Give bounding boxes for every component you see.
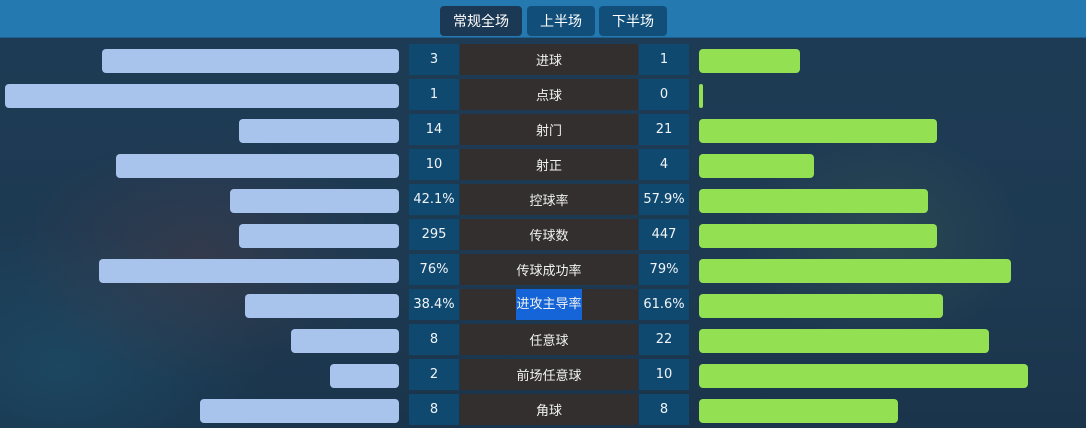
home-stat-bar [230,189,399,213]
home-stat-value: 1 [409,79,459,110]
away-stat-value: 61.6% [639,289,689,320]
away-stat-bar [699,84,703,108]
stat-label-cell: 传球成功率 [460,254,638,285]
stat-label: 射门 [535,124,562,139]
stat-row: 295 传球数 447 [0,219,1086,250]
away-stat-value: 4 [639,149,689,180]
home-stat-bar [330,364,399,388]
stat-label-cell: 射正 [460,149,638,180]
away-stat-value: 10 [639,359,689,390]
home-stat-value: 8 [409,394,459,425]
stat-label: 前场任意球 [516,369,582,384]
home-stat-bar [102,49,399,73]
home-stat-bar [239,224,399,248]
stat-label-cell: 进球 [460,44,638,75]
stat-label: 点球 [535,89,562,104]
away-stat-value: 8 [639,394,689,425]
period-tab-bar: 常规全场 上半场 下半场 [0,0,1086,38]
home-stat-value: 14 [409,114,459,145]
away-stat-bar [699,189,928,213]
stat-label: 射正 [535,159,562,174]
stat-label: 控球率 [529,194,569,209]
home-stat-bar [99,259,399,283]
away-stat-bar [699,399,898,423]
stat-label: 进攻主导率 [516,289,582,320]
home-stat-bar [200,399,399,423]
home-stat-value: 42.1% [409,184,459,215]
away-stat-value: 0 [639,79,689,110]
stat-row: 42.1% 控球率 57.9% [0,184,1086,215]
away-stat-bar [699,224,937,248]
home-stat-value: 76% [409,254,459,285]
home-stat-value: 8 [409,324,459,355]
tab-second-half[interactable]: 下半场 [599,6,667,36]
stat-row: 10 射正 4 [0,149,1086,180]
home-stat-bar [5,84,399,108]
tab-full-match[interactable]: 常规全场 [440,6,522,36]
away-stat-bar [699,49,800,73]
stat-label-cell: 任意球 [460,324,638,355]
home-stat-bar [116,154,399,178]
stat-label: 传球数 [529,229,569,244]
stat-label-cell: 传球数 [460,219,638,250]
home-stat-bar [245,294,399,318]
stat-row: 8 角球 8 [0,394,1086,425]
home-stat-value: 295 [409,219,459,250]
stat-label-cell: 射门 [460,114,638,145]
stat-label-cell: 点球 [460,79,638,110]
away-stat-bar [699,364,1028,388]
away-stat-bar [699,259,1011,283]
tab-first-half[interactable]: 上半场 [527,6,595,36]
stat-row: 1 点球 0 [0,79,1086,110]
stat-label: 角球 [535,404,562,419]
away-stat-value: 79% [639,254,689,285]
home-stat-value: 3 [409,44,459,75]
stat-label: 传球成功率 [516,264,582,279]
stat-row: 38.4% 进攻主导率 61.6% [0,289,1086,320]
away-stat-bar [699,294,943,318]
stat-row: 8 任意球 22 [0,324,1086,355]
stat-label-cell: 控球率 [460,184,638,215]
stat-label: 任意球 [529,334,569,349]
home-stat-value: 2 [409,359,459,390]
away-stat-value: 21 [639,114,689,145]
stat-label-cell: 角球 [460,394,638,425]
away-stat-value: 22 [639,324,689,355]
home-stat-bar [239,119,399,143]
stat-row: 76% 传球成功率 79% [0,254,1086,285]
away-stat-value: 1 [639,44,689,75]
away-stat-bar [699,154,814,178]
home-stat-value: 10 [409,149,459,180]
away-stat-bar [699,119,937,143]
away-stat-bar [699,329,989,353]
away-stat-value: 447 [639,219,689,250]
home-stat-value: 38.4% [409,289,459,320]
home-stat-bar [291,329,399,353]
stat-label-cell: 进攻主导率 [460,289,638,320]
stat-row: 14 射门 21 [0,114,1086,145]
away-stat-value: 57.9% [639,184,689,215]
stat-label-cell: 前场任意球 [460,359,638,390]
stat-label: 进球 [535,54,562,69]
stat-row: 3 进球 1 [0,44,1086,75]
stat-row: 2 前场任意球 10 [0,359,1086,390]
